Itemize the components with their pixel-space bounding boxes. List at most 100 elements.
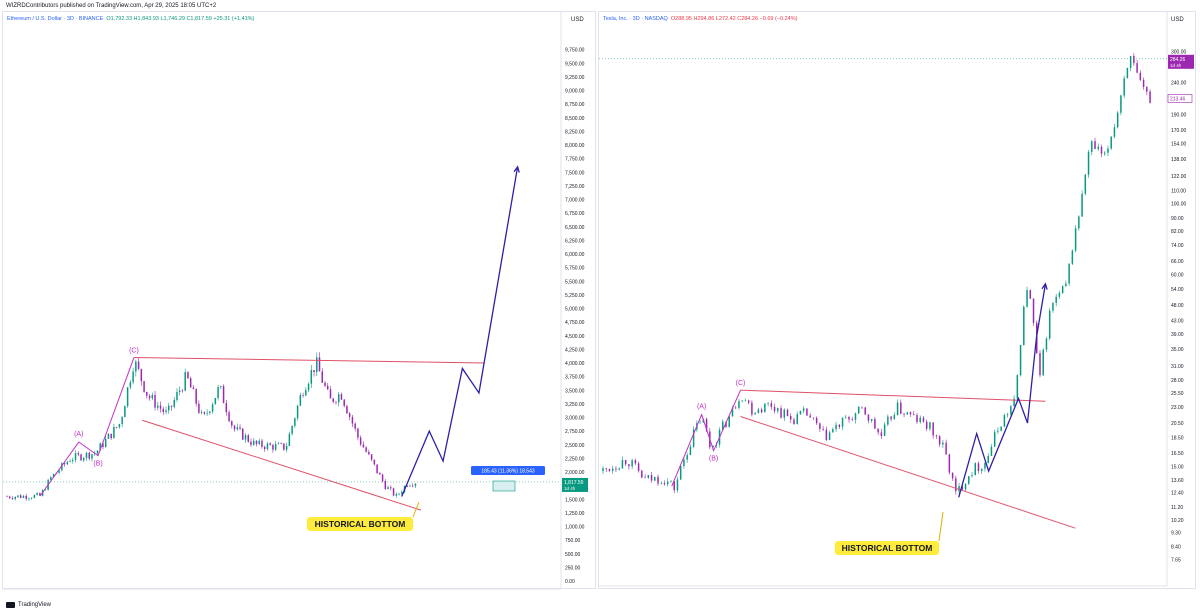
eth-candle [187, 372, 189, 379]
eth-candle [414, 483, 417, 486]
eth-candle [291, 425, 293, 434]
eth-y-tick: 7,500.00 [565, 170, 585, 176]
eth-y-tick: 1,500.00 [565, 497, 585, 503]
tsla-candle [893, 415, 896, 420]
eth-candle [209, 411, 211, 413]
eth-y-tick: 4,000.00 [565, 361, 585, 367]
eth-candle [236, 427, 239, 430]
tsla-candle [1016, 375, 1019, 399]
eth-candle [113, 426, 115, 439]
eth-candle [269, 443, 271, 446]
eth-y-tick: 2,500.00 [565, 443, 585, 449]
eth-candle [154, 395, 156, 408]
tsla-candle [809, 415, 811, 418]
eth-candle [178, 390, 181, 392]
eth-wave-label: (C) [129, 348, 139, 355]
tsla-abc-wave [671, 389, 741, 487]
tsla-y-tick: 54.00 [1171, 287, 1184, 293]
eth-candle [170, 405, 173, 407]
eth-last-price-value: 1,817.59 [564, 480, 584, 486]
tsla-candle [789, 416, 792, 420]
eth-forecast-arrowhead [513, 165, 520, 173]
tsla-candle [942, 442, 944, 445]
tsla-candle [832, 429, 834, 433]
tsla-candle [845, 416, 847, 418]
eth-candle [184, 372, 186, 391]
tsla-candle [699, 422, 701, 424]
eth-candle [346, 405, 348, 414]
tsla-candle [958, 486, 960, 492]
tsla-candle [1068, 263, 1070, 284]
tsla-candle [744, 400, 747, 402]
tsla-chart-panel[interactable]: Tesla, Inc. · 3D · NASDAQ O288.95 H294.8… [598, 11, 1196, 589]
eth-candle [365, 447, 367, 452]
tsla-y-tick: 60.00 [1171, 272, 1184, 278]
tsla-candle [689, 446, 692, 456]
eth-y-tick: 3,250.00 [565, 402, 585, 408]
tsla-y-tick: 154.00 [1171, 142, 1187, 148]
eth-candle [44, 489, 47, 491]
eth-wave-label: (A) [74, 431, 83, 438]
tsla-candle [1139, 72, 1142, 80]
tsla-candle [1116, 112, 1119, 128]
tsla-candle [799, 410, 802, 415]
eth-y-tick: 5,500.00 [565, 279, 585, 285]
tsla-candle [773, 406, 776, 412]
tsla-annotation-pointer [938, 511, 944, 542]
eth-candle [99, 443, 101, 451]
eth-candle [58, 470, 60, 473]
eth-chart-panel[interactable]: Ethereum / U.S. Dollar · 3D · BINANCE O1… [2, 11, 597, 590]
eth-candle [395, 493, 398, 496]
tsla-candle [1029, 290, 1032, 299]
eth-candle [88, 452, 90, 459]
tsla-candle [1120, 95, 1122, 113]
eth-candle [19, 495, 22, 498]
eth-candle [258, 440, 260, 445]
tsla-support-line [740, 416, 1076, 529]
eth-candle [228, 412, 230, 422]
tsla-candle [1136, 63, 1138, 73]
eth-y-tick: 5,250.00 [565, 293, 585, 299]
tsla-candle [725, 421, 727, 428]
eth-candle [200, 412, 203, 413]
tsla-candle [851, 419, 853, 421]
eth-measure-box [492, 480, 516, 492]
tsla-legend: Tesla, Inc. · 3D · NASDAQ O288.95 H294.8… [603, 16, 797, 22]
tsla-candle [1052, 302, 1054, 311]
eth-y-tick: 9,000.00 [565, 89, 585, 95]
eth-candle [14, 496, 16, 499]
tsla-y-tick: 39.00 [1171, 332, 1184, 338]
tsla-candle [679, 466, 682, 480]
eth-ohlc: O1,792.33 H1,843.93 L1,746.29 C1,817.59 … [106, 16, 255, 22]
tsla-candle [644, 477, 646, 479]
tsla-candle [734, 407, 737, 409]
tsla-candle [841, 417, 844, 427]
tsla-candle [929, 422, 931, 429]
eth-y-tick: 8,750.00 [565, 102, 585, 108]
eth-y-tick: 2,750.00 [565, 429, 585, 435]
tsla-candle [1078, 216, 1080, 229]
eth-y-tick: 3,000.00 [565, 416, 585, 422]
tsla-candle [1123, 78, 1125, 96]
eth-candle [220, 386, 222, 388]
tsla-candle [602, 468, 604, 472]
eth-candle [176, 391, 178, 400]
eth-measure-label-bg [471, 466, 545, 475]
tsla-candle [683, 459, 685, 467]
eth-y-tick: 9,750.00 [565, 48, 585, 54]
eth-candle [102, 443, 104, 448]
tsla-candle [1071, 250, 1074, 264]
eth-candle [189, 378, 192, 388]
eth-chart-canvas[interactable]: 0.00 250.00 500.00 750.00 1,000.00 1,250.00 1,… [3, 12, 597, 590]
tsla-candle [964, 483, 967, 490]
tsla-chart-canvas[interactable]: 7.65 8.40 9.30 10.20 11.20 12.40 13.60 15.00 16.… [599, 12, 1197, 590]
tsla-forecast-path [958, 283, 1047, 498]
eth-y-tick: 250.00 [565, 565, 581, 571]
tsla-candle [618, 468, 620, 470]
eth-candle [343, 399, 345, 406]
tsla-candle [741, 400, 743, 402]
eth-candle [406, 486, 409, 487]
eth-candle [313, 370, 315, 373]
tsla-candle [955, 478, 957, 492]
tsla-candle [974, 463, 977, 476]
